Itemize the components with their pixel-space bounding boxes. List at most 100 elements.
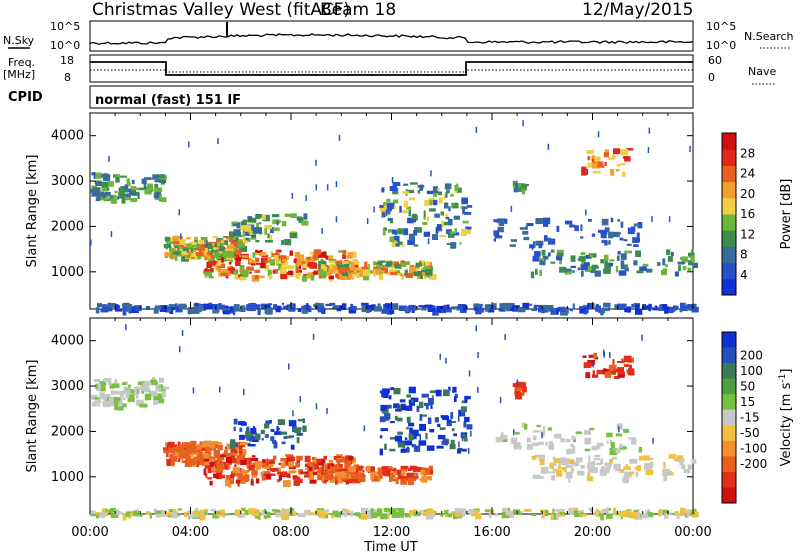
echo-cell xyxy=(688,509,695,514)
echo-cell xyxy=(624,307,628,313)
echo-cell xyxy=(278,255,287,260)
echo-cell xyxy=(464,399,468,403)
echo-cell xyxy=(420,512,426,515)
echo-cell xyxy=(667,306,674,313)
echo-cell xyxy=(301,261,309,264)
echo-cell xyxy=(167,308,172,313)
echo-cell xyxy=(288,470,296,474)
echo-cell xyxy=(510,437,518,445)
x-tick-label: 20:00 xyxy=(574,525,611,540)
echo-cell xyxy=(426,216,430,222)
echo-cell xyxy=(298,272,302,277)
echo-cell xyxy=(153,307,159,314)
echo-cell xyxy=(263,511,271,519)
colorbar-swatch xyxy=(722,471,736,488)
echo-cell xyxy=(558,461,562,466)
echo-cell xyxy=(377,467,384,471)
echo-cell xyxy=(318,251,326,258)
echo-cell xyxy=(615,448,621,454)
echo-cell xyxy=(682,266,687,271)
echo-cell xyxy=(109,303,114,308)
echo-cell xyxy=(281,441,286,445)
echo-cell xyxy=(244,474,250,482)
echo-cell xyxy=(221,243,224,247)
echo-cell xyxy=(301,221,309,226)
echo-cell xyxy=(300,513,306,518)
echo-cell xyxy=(572,446,576,451)
echo-cell xyxy=(522,230,529,235)
echo-cell xyxy=(463,438,468,442)
echo-cell xyxy=(435,389,442,397)
freq-line xyxy=(90,61,693,76)
echo-cell xyxy=(154,183,159,188)
echo-cell xyxy=(547,252,551,257)
echo-cell xyxy=(325,272,332,277)
echo-cell xyxy=(597,161,604,168)
echo-cell xyxy=(426,508,433,514)
echo-cell xyxy=(432,199,438,206)
echo-cell xyxy=(411,399,414,403)
echo-cell xyxy=(240,468,245,473)
echo-cell xyxy=(321,227,323,234)
echo-cell xyxy=(446,509,450,514)
echo-cell xyxy=(573,461,578,467)
echo-cell xyxy=(121,189,129,193)
echo-cell xyxy=(189,453,194,457)
echo-cell xyxy=(547,143,550,150)
echo-cell xyxy=(668,512,673,516)
echo-cell xyxy=(250,457,259,462)
echo-cell xyxy=(668,454,677,459)
echo-cell xyxy=(106,394,111,397)
echo-cell xyxy=(101,508,106,513)
echo-cell xyxy=(142,388,146,391)
echo-cell xyxy=(524,423,528,430)
echo-cell xyxy=(239,450,243,457)
echo-cell xyxy=(240,305,246,312)
echo-cell xyxy=(273,227,280,231)
echo-cell xyxy=(592,171,601,174)
echo-cell xyxy=(144,390,148,393)
echo-cell xyxy=(228,231,235,237)
echo-cell xyxy=(217,256,224,263)
echo-cell xyxy=(515,392,520,395)
echo-cell xyxy=(539,269,542,276)
echo-cell xyxy=(544,237,552,242)
echo-cell xyxy=(462,220,469,224)
echo-cell xyxy=(430,402,433,409)
echo-cell xyxy=(400,273,408,277)
echo-cell xyxy=(311,471,318,475)
echo-cell xyxy=(273,254,281,260)
echo-cell xyxy=(522,386,527,393)
echo-cell xyxy=(319,466,323,472)
echo-cell xyxy=(301,308,308,314)
echo-cell xyxy=(463,421,467,428)
echo-cell xyxy=(409,427,413,434)
echo-cell xyxy=(361,266,368,269)
echo-cell xyxy=(245,237,249,241)
echo-cell xyxy=(155,385,158,392)
echo-cell xyxy=(240,477,246,484)
echo-cell xyxy=(178,304,186,310)
echo-cell xyxy=(193,306,202,313)
echo-cell xyxy=(633,244,639,247)
echo-cell xyxy=(93,187,100,190)
echo-cell xyxy=(575,457,583,463)
echo-cell xyxy=(365,261,369,268)
echo-cell xyxy=(647,147,650,154)
echo-cell xyxy=(260,262,266,269)
echo-cell xyxy=(246,308,252,311)
echo-cell xyxy=(500,308,506,312)
echo-cell xyxy=(637,222,643,229)
echo-cell xyxy=(588,507,593,511)
echo-cell xyxy=(99,381,107,386)
echo-cell xyxy=(235,257,242,261)
echo-cell xyxy=(588,218,592,222)
echo-cell xyxy=(98,404,101,407)
echo-cell xyxy=(161,391,166,398)
echo-cell xyxy=(288,512,295,516)
echo-cell xyxy=(192,387,195,394)
echo-cell xyxy=(185,448,190,454)
echo-cell xyxy=(246,426,250,431)
